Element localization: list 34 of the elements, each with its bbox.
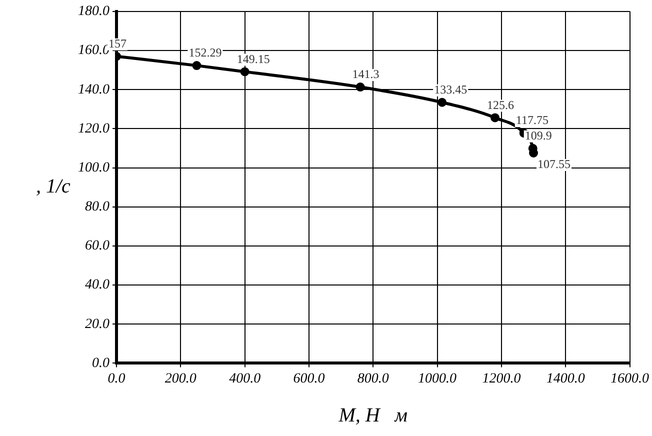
y-tick-label: 40.0 bbox=[85, 278, 110, 293]
y-tick-label: 0.0 bbox=[92, 356, 110, 371]
x-tick-label: 1200.0 bbox=[482, 371, 521, 386]
y-tick-label: 120.0 bbox=[78, 121, 110, 136]
x-tick-label: 1400.0 bbox=[546, 371, 585, 386]
y-tick-label: 180.0 bbox=[78, 4, 110, 20]
y-tick-label: 140.0 bbox=[78, 82, 110, 98]
y-tick-label: 100.0 bbox=[78, 160, 110, 176]
data-label: 133.45 bbox=[434, 82, 468, 97]
y-tick-label: 60.0 bbox=[85, 238, 110, 254]
y-tick-label: 20.0 bbox=[85, 316, 110, 332]
data-label: 109.9 bbox=[524, 128, 552, 143]
data-label: 117.75 bbox=[516, 113, 548, 128]
data-label: 125.6 bbox=[487, 98, 514, 112]
x-tick-label: 800.0 bbox=[357, 371, 389, 386]
data-label: 107.55 bbox=[538, 157, 571, 172]
x-axis-title: M, H м bbox=[338, 404, 408, 426]
point bbox=[240, 67, 250, 76]
data-label: 149.15 bbox=[236, 52, 270, 66]
y-axis-title: , 1/c bbox=[36, 176, 71, 198]
x-tick-label: 1600.0 bbox=[610, 371, 649, 386]
point bbox=[356, 82, 365, 92]
y-tick-label: 80.0 bbox=[85, 200, 110, 215]
data-label: 141.3 bbox=[352, 67, 380, 82]
point bbox=[192, 61, 202, 70]
x-tick-label: 400.0 bbox=[229, 371, 261, 386]
x-tick-label: 0.0 bbox=[108, 371, 126, 386]
x-tick-label: 200.0 bbox=[164, 371, 196, 386]
point bbox=[438, 98, 447, 107]
x-tick-label: 600.0 bbox=[293, 371, 325, 386]
data-label: 152.29 bbox=[188, 46, 222, 60]
data-label: 157 bbox=[108, 36, 126, 51]
x-tick-label: 1000.0 bbox=[418, 371, 457, 386]
point bbox=[490, 113, 500, 122]
